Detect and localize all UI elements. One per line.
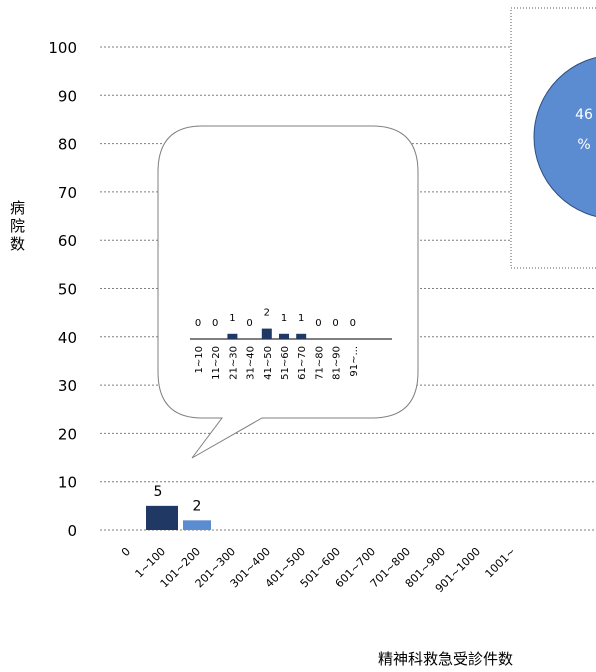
bar [146,505,178,530]
inset-data-label: 1 [229,313,235,324]
inset-tick-label: 21~30 [228,346,239,380]
y-tick-label: 80 [58,136,77,154]
inset-tick-label: 81~90 [332,346,343,380]
callout-bubble [157,125,419,459]
data-label: 2 [193,498,202,514]
x-tick-label: 0 [119,545,133,559]
pie-label-line1: 46 [575,107,593,123]
y-tick-label: 60 [58,232,77,250]
bar [183,520,211,530]
inset-tick-label: 61~70 [297,346,308,380]
inset-tick-label: 31~40 [246,346,257,380]
inset-data-label: 0 [332,318,338,329]
y-tick-label: 30 [58,377,77,395]
y-tick-label: 100 [48,39,77,57]
inset-bar [227,333,238,339]
inset-data-label: 1 [281,313,287,324]
pie-slice [533,56,596,218]
y-tick-label: 40 [58,329,77,347]
inset-tick-label: 11~20 [211,346,222,380]
inset-data-label: 0 [195,318,201,329]
inset-tick-label: 71~80 [314,346,325,380]
y-axis-label-char: 院 [10,217,26,235]
y-axis-label-char: 病 [10,199,26,217]
x-tick-label: 1001~ [483,545,519,581]
inset-data-label: 0 [212,318,218,329]
inset-data-label: 0 [246,318,252,329]
inset-tick-label: 91~... [349,346,360,377]
y-tick-label: 50 [58,281,77,299]
y-tick-label: 20 [58,425,77,443]
bars: 52 [146,484,211,530]
inset-data-label: 0 [315,318,321,329]
inset-data-label: 1 [298,313,304,324]
inset-bar [296,333,307,339]
inset-data-label: 2 [264,308,270,319]
y-tick-label: 0 [67,522,77,540]
inset-tick-label: 41~50 [263,346,274,380]
x-axis-label: 精神科救急受診件数 [378,650,514,668]
inset-bar [279,333,289,339]
inset-tick-label: 51~60 [280,346,291,380]
y-tick-label: 70 [58,184,77,202]
x-axis-ticks: 0 1~100101~200201~300301~400401~500501~60… [119,545,518,595]
y-tick-label: 90 [58,87,77,105]
inset-chart: 0 1~10 0 11~20 1 21~30 0 31~40 2 41~50 1 51~60 1 61~7… [190,308,392,380]
data-label: 5 [154,484,163,500]
inset-data-label: 0 [350,318,356,329]
y-axis-ticks: 0 10 20 30 40 50 60 70 80 90 100 [48,39,77,540]
inset-tick-label: 1~10 [194,346,205,373]
y-axis-label-char: 数 [10,235,26,253]
inset-bar [261,328,272,339]
pie-label-line2: % [577,137,590,153]
y-tick-label: 10 [58,474,77,492]
